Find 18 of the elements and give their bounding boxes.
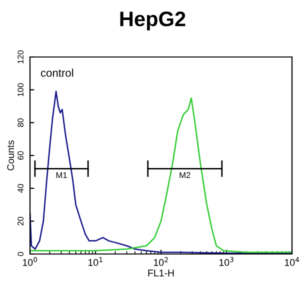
x-tick-label: 10$^{1}$: [88, 257, 102, 266]
x-tick-label: 10$^{3}$: [219, 257, 234, 266]
x-tick-label: 10$^{0}$: [22, 257, 38, 266]
y-tick-label: 20: [18, 216, 24, 226]
series-label: M2: [180, 172, 190, 178]
annotation: control: [40, 68, 74, 77]
y-tick-label: 80: [18, 118, 24, 127]
y-axis-title: Counts: [7, 140, 14, 170]
chart-title: HepG2: [120, 12, 186, 30]
y-tick-label: 60: [18, 151, 24, 160]
x-tick-label: 10$^{4}$: [284, 257, 300, 266]
x-axis-title: FL1-H: [148, 270, 174, 276]
series-label: M1: [56, 172, 67, 178]
y-tick-label: 0: [18, 252, 24, 256]
y-tick-label: 40: [18, 184, 24, 193]
y-tick-label: 100: [18, 83, 24, 96]
y-tick-label: 120: [18, 50, 24, 64]
x-tick-label: 10$^{2}$: [154, 257, 168, 266]
